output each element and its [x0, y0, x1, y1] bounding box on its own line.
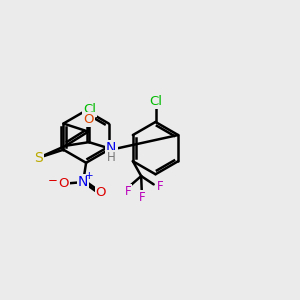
Text: +: + [85, 171, 93, 181]
Text: Cl: Cl [83, 103, 96, 116]
Text: F: F [157, 180, 164, 193]
Text: H: H [107, 151, 116, 164]
Text: Cl: Cl [149, 95, 162, 108]
Text: S: S [34, 151, 43, 165]
Text: O: O [84, 113, 94, 126]
Text: −: − [48, 174, 58, 187]
Text: F: F [139, 191, 145, 204]
Text: O: O [96, 186, 106, 199]
Text: O: O [58, 177, 69, 190]
Text: F: F [124, 185, 131, 198]
Text: N: N [106, 141, 116, 155]
Text: N: N [78, 175, 88, 189]
